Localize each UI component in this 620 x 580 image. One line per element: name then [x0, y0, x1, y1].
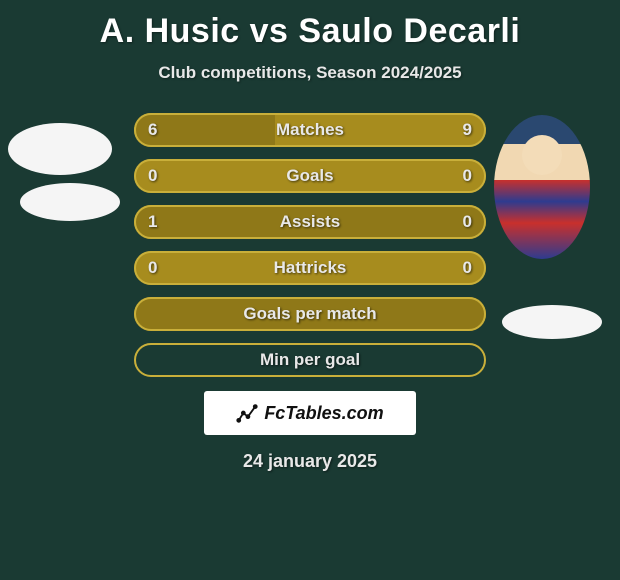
player-right-avatar: [494, 115, 590, 259]
stat-label: Min per goal: [260, 350, 360, 370]
stat-bar: 1 0 Assists: [134, 205, 486, 239]
comparison-main: 6 9 Matches 0 0 Goals 1 0 Assists 0 0 Hattricks Goal…: [0, 113, 620, 472]
stat-value-right: 0: [463, 166, 472, 186]
watermark-link[interactable]: FcTables.com: [204, 391, 416, 435]
player-left-avatar-placeholder-2: [20, 183, 120, 221]
stat-bar: Goals per match: [134, 297, 486, 331]
stat-label: Goals: [286, 166, 333, 186]
chart-icon: [236, 402, 258, 424]
watermark-text: FcTables.com: [264, 403, 383, 424]
stat-value-left: 1: [148, 212, 157, 232]
stat-value-left: 0: [148, 166, 157, 186]
stat-bars: 6 9 Matches 0 0 Goals 1 0 Assists 0 0 Hattricks Goal…: [134, 113, 486, 377]
stat-label: Goals per match: [243, 304, 376, 324]
subtitle: Club competitions, Season 2024/2025: [0, 63, 620, 83]
stat-bar: 0 0 Hattricks: [134, 251, 486, 285]
stat-label: Hattricks: [274, 258, 347, 278]
stat-bar: Min per goal: [134, 343, 486, 377]
date-label: 24 january 2025: [0, 451, 620, 472]
stat-value-left: 0: [148, 258, 157, 278]
stat-label: Assists: [280, 212, 340, 232]
stat-value-right: 9: [463, 120, 472, 140]
page-title: A. Husic vs Saulo Decarli: [0, 0, 620, 51]
stat-bar: 0 0 Goals: [134, 159, 486, 193]
stat-value-right: 0: [463, 258, 472, 278]
player-left-avatar-placeholder: [8, 123, 112, 175]
stat-bar: 6 9 Matches: [134, 113, 486, 147]
stat-value-left: 6: [148, 120, 157, 140]
stat-label: Matches: [276, 120, 344, 140]
stat-value-right: 0: [463, 212, 472, 232]
player-right-pill-placeholder: [502, 305, 602, 339]
